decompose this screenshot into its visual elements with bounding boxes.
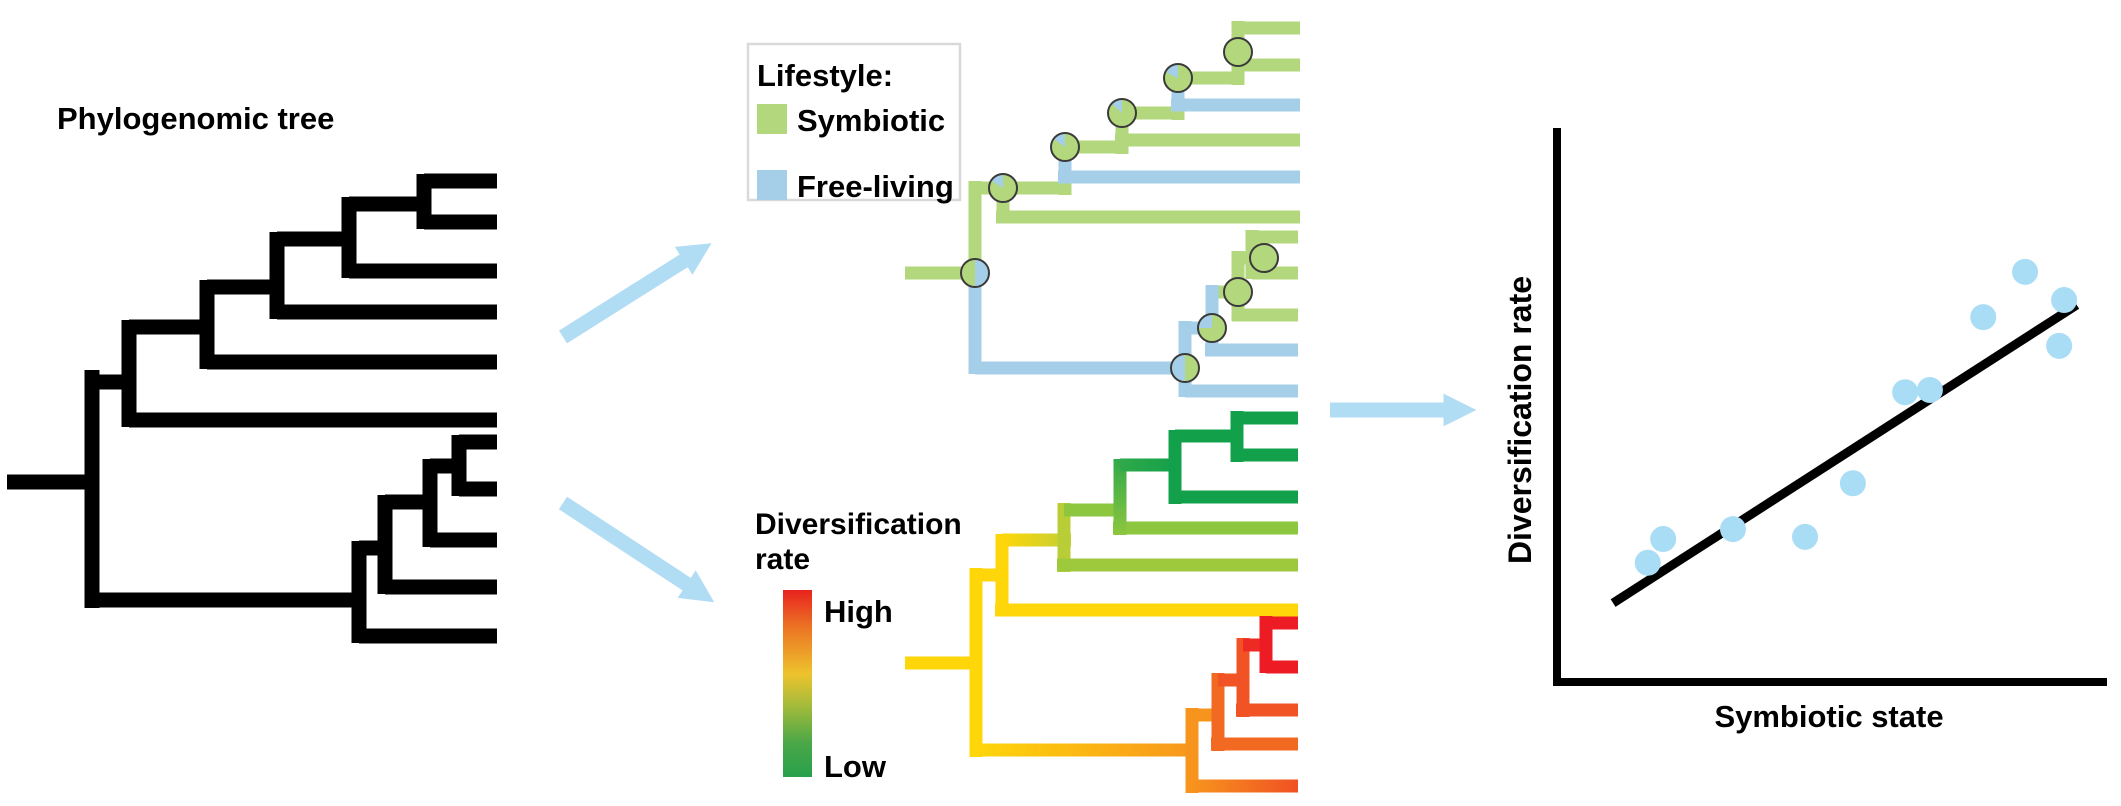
arrow-to-rate-tree <box>558 496 715 603</box>
data-point <box>1792 523 1819 550</box>
phylogenomic-tree: Phylogenomic tree <box>7 101 497 644</box>
rate-high-label: High <box>824 594 893 629</box>
data-point <box>2051 287 2078 314</box>
data-point <box>1839 470 1866 497</box>
phylo-title: Phylogenomic tree <box>57 101 334 136</box>
symbiotic-swatch-icon <box>757 104 787 134</box>
legend-item-symbiotic: Symbiotic <box>797 103 945 138</box>
pie-node <box>1163 63 1193 93</box>
trend-line <box>1610 301 2080 607</box>
pie-node <box>1050 132 1080 162</box>
pie-node <box>988 173 1018 203</box>
freeliving-swatch-icon <box>757 170 787 200</box>
pie-node <box>1170 353 1200 383</box>
pie-node <box>1223 37 1253 67</box>
pie-node <box>1197 313 1227 343</box>
scatter-plot: Diversification rate Symbiotic state <box>1502 128 2107 734</box>
rate-legend-title-line1: Diversification <box>755 508 962 541</box>
rate-branches-darkgreen <box>1168 411 1298 504</box>
lifestyle-tree <box>905 21 1300 398</box>
pie-node <box>960 258 990 288</box>
data-point <box>2046 332 2073 359</box>
rate-tree <box>905 411 1298 793</box>
rate-branches-applegreen <box>1064 503 1298 535</box>
data-point <box>1634 549 1661 576</box>
flow-arrows <box>558 243 1477 603</box>
pie-node <box>1223 277 1253 307</box>
data-point <box>1916 376 1943 403</box>
arrow-to-lifestyle-tree <box>558 243 712 344</box>
data-point <box>1892 379 1919 406</box>
pie-node <box>1249 243 1279 273</box>
rate-low-label: Low <box>824 749 887 784</box>
ancestral-state-pies <box>960 37 1279 383</box>
data-point <box>2012 258 2039 285</box>
rate-branches-red <box>1259 616 1298 674</box>
legend-title: Lifestyle: <box>757 58 893 93</box>
rate-colorbar <box>783 590 812 777</box>
rate-legend-title-line2: rate <box>755 543 810 576</box>
legend-item-freeliving: Free-living <box>797 169 954 204</box>
data-point <box>1970 304 1997 331</box>
data-point <box>1720 516 1746 543</box>
scatter-ylabel: Diversification rate <box>1502 276 1538 564</box>
phylo-tree-branches <box>7 173 497 644</box>
scatter-xlabel: Symbiotic state <box>1714 699 1943 734</box>
rate-branches-yellow <box>905 534 1298 757</box>
scatter-points <box>1634 258 2078 576</box>
pie-node <box>1107 98 1137 128</box>
data-point <box>1650 526 1677 553</box>
rate-legend: Diversification rate High Low <box>755 508 962 784</box>
lifestyle-legend: Lifestyle: Symbiotic Free-living <box>746 42 962 204</box>
